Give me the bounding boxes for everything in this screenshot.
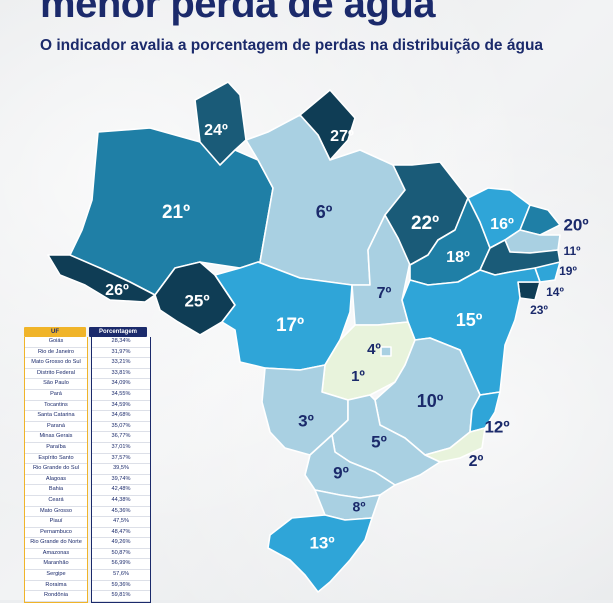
table-cell-uf: Mato Grosso do Sul [25,358,87,369]
rank-label-am: 21º [162,202,190,223]
table-cell-pct: 34,55% [92,390,150,401]
state-se[interactable] [517,281,541,301]
rank-label-al: 14º [546,285,564,299]
rank-label-ms: 3º [298,411,314,430]
table-cell-pct: 39,5% [92,464,150,475]
rank-label-df: 4º [367,341,381,358]
table-cell-pct: 35,07% [92,422,150,433]
table-cell-pct: 33,21% [92,358,150,369]
table-body: Goiás Rio de Janeiro Mato Grosso do Sul Dis… [24,337,154,603]
rank-label-ce: 16º [490,216,514,233]
state-rs[interactable] [267,514,373,593]
state-df[interactable] [380,346,392,357]
table-cell-uf: Santa Catarina [25,411,87,422]
rank-label-to: 7º [377,285,392,302]
rank-label-se: 23º [530,303,548,317]
page-title: menor perda de água [40,0,436,26]
state-pr[interactable] [304,434,396,499]
rank-label-sp: 5º [371,432,387,451]
table-cell-pct: 31,97% [92,348,150,359]
state-rr[interactable] [194,81,247,166]
table-cell-pct: 36,77% [92,432,150,443]
table-cell-uf: Sergipe [25,570,87,581]
table-cell-uf: Espírito Santo [25,454,87,465]
table-cell-pct: 37,01% [92,443,150,454]
rank-label-rs: 13º [309,533,334,552]
table-cell-uf: Minas Gerais [25,432,87,443]
rank-label-mt: 17º [276,315,304,336]
rank-label-es: 12º [484,417,509,436]
table-cell-uf: Rio Grande do Norte [25,538,87,549]
table-cell-pct: 57,6% [92,570,150,581]
table-cell-uf: Mato Grosso [25,507,87,518]
table-cell-uf: Distrito Federal [25,369,87,380]
table-cell-pct: 34,68% [92,411,150,422]
uf-column: Goiás Rio de Janeiro Mato Grosso do Sul Dis… [24,337,88,603]
rank-label-pa: 6º [316,202,333,222]
rank-label-pi: 18º [446,249,470,266]
rank-label-go: 1º [351,368,365,385]
table-cell-pct: 37,57% [92,454,150,465]
table-cell-uf: Tocantins [25,401,87,412]
uf-column-header: UF [24,327,86,337]
table-header: UF Porcentagem [24,327,154,337]
ranking-table: UF Porcentagem Goiás Rio de Janeiro Mato G… [24,327,154,603]
rank-label-ap: 27º [330,128,354,145]
table-cell-uf: São Paulo [25,379,87,390]
table-cell-pct: 56,99% [92,559,150,571]
table-cell-pct: 59,36% [92,581,150,592]
rank-label-rn: 20º [563,215,588,234]
table-cell-pct: 48,47% [92,528,150,539]
rank-label-ac: 26º [105,282,129,299]
state-rj[interactable] [424,427,486,463]
table-cell-uf: Pernambuco [25,528,87,539]
table-cell-pct: 50,87% [92,549,150,560]
rank-label-sc: 8º [353,499,366,515]
percentage-column: 28,34% 31,97% 33,21% 33,81% 34,09% 34,55% 34,5… [91,337,151,603]
rank-label-rr: 24º [204,122,228,139]
rank-label-pb: 11º [563,244,581,258]
table-cell-pct: 47,5% [92,517,150,528]
table-cell-uf: Rio Grande do Sul [25,464,87,475]
table-cell-uf: Goiás [25,337,87,348]
table-cell-pct: 59,81% [92,591,150,602]
state-ac[interactable] [47,254,156,303]
table-cell-uf: Piauí [25,517,87,528]
table-cell-uf: Bahia [25,485,87,496]
rank-label-pe: 19º [559,264,577,278]
table-cell-pct: 49,26% [92,538,150,549]
state-rn[interactable] [519,204,561,236]
table-cell-pct: 45,36% [92,507,150,518]
table-cell-uf: Rio de Janeiro [25,348,87,359]
rank-label-pr: 9º [333,463,349,482]
table-cell-uf: Ceará [25,496,87,507]
table-cell-uf: Alagoas [25,475,87,486]
table-cell-pct: 44,38% [92,496,150,507]
table-cell-pct: 34,09% [92,379,150,390]
table-cell-uf: Paraíba [25,443,87,454]
table-cell-pct: 42,48% [92,485,150,496]
percentage-column-header: Porcentagem [89,327,147,337]
table-cell-uf: Amazonas [25,549,87,560]
table-cell-uf: Rondônia [25,591,87,602]
table-cell-uf: Roraima [25,581,87,592]
rank-label-ro: 25º [184,291,209,310]
table-cell-pct: 33,81% [92,369,150,380]
rank-label-ma: 22º [411,213,439,234]
table-cell-pct: 39,74% [92,475,150,486]
table-cell-uf: Pará [25,390,87,401]
page-subtitle: O indicador avalia a porcentagem de perd… [40,37,544,54]
table-cell-pct: 34,59% [92,401,150,412]
table-cell-uf: Paraná [25,422,87,433]
rank-label-ba: 15º [456,310,483,330]
rank-label-rj: 2º [469,453,484,470]
table-cell-uf: Maranhão [25,559,87,571]
rank-label-mg: 10º [417,391,444,411]
table-cell-pct: 28,34% [92,337,150,348]
